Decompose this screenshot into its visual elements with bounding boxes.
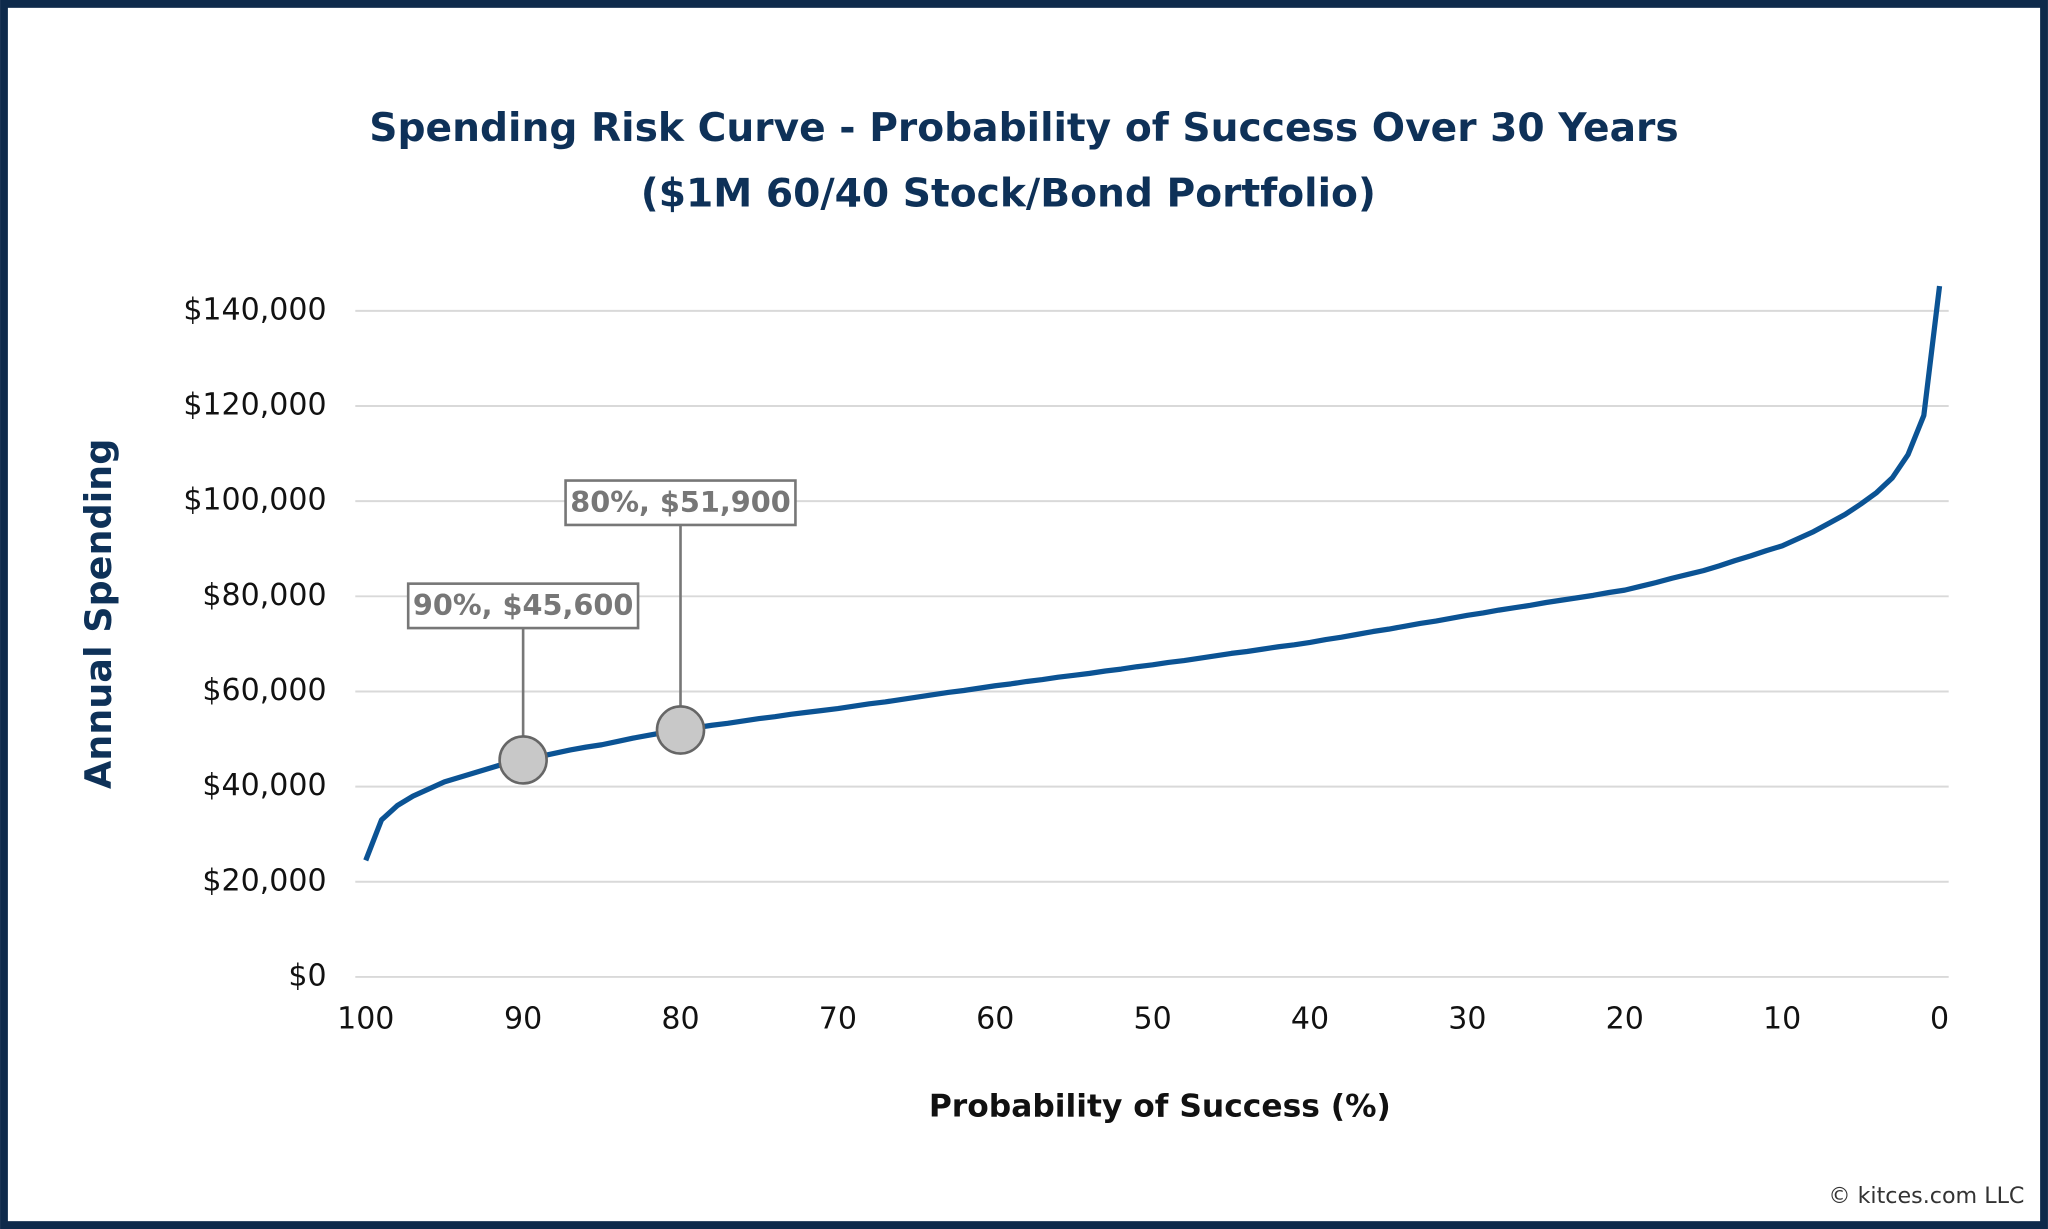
x-tick-label: 90 (504, 1002, 542, 1037)
annotation-marker (655, 705, 706, 755)
x-tick-label: 70 (819, 1002, 857, 1037)
y-tick-label: $60,000 (202, 673, 326, 708)
x-axis-label: Probability of Success (%) (929, 1089, 1391, 1125)
x-tick-label: 50 (1134, 1002, 1172, 1037)
y-tick-label: $0 (288, 958, 326, 993)
x-tick-label: 60 (976, 1002, 1014, 1037)
annotation-label: 80%, $51,900 (570, 485, 790, 519)
y-tick-label: $140,000 (183, 292, 326, 327)
x-tick-label: 10 (1763, 1002, 1801, 1037)
x-tick-label: 30 (1448, 1002, 1486, 1037)
x-tick-label: 0 (1930, 1002, 1949, 1037)
y-tick-label: $80,000 (202, 578, 326, 613)
x-tick-label: 40 (1291, 1002, 1329, 1037)
annotation-label: 90%, $45,600 (413, 588, 633, 622)
chart-title: Spending Risk Curve - Probability of Suc… (369, 106, 1678, 151)
x-tick-label: 100 (337, 1002, 394, 1037)
x-tick-label: 80 (661, 1002, 699, 1037)
annotation-box (406, 582, 640, 630)
footer: © kitces.com LLC (1828, 1183, 2024, 1209)
y-tick-label: $100,000 (183, 483, 326, 518)
annotation-box (564, 479, 797, 527)
y-tick-label: $20,000 (202, 863, 326, 898)
annotation-marker (498, 735, 548, 785)
data-line (363, 285, 1943, 862)
chart-subtitle: ($1M 60/40 Stock/Bond Portfolio) (641, 171, 1376, 216)
y-tick-label: $120,000 (183, 387, 326, 422)
y-axis-label: Annual Spending (77, 439, 120, 789)
x-tick-label: 20 (1606, 1002, 1644, 1037)
y-tick-label: $40,000 (202, 768, 326, 803)
